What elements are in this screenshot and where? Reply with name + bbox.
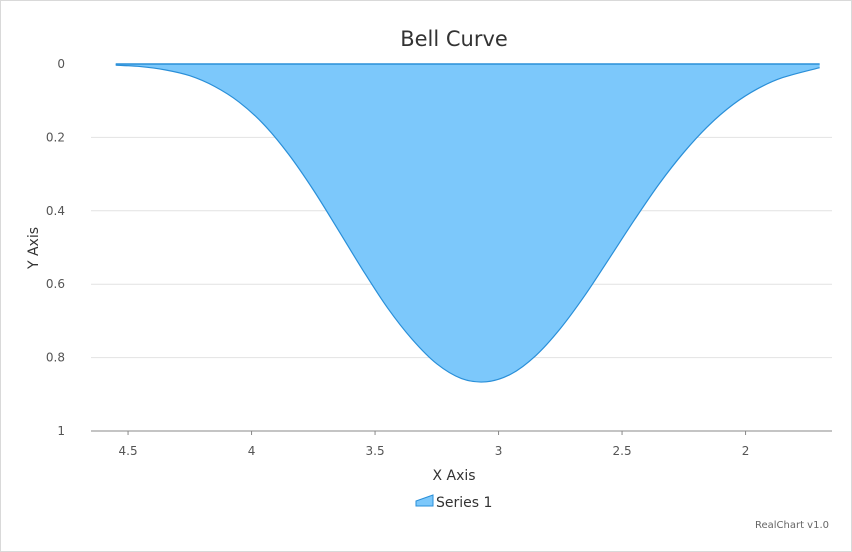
legend-series-1-label: Series 1 — [436, 495, 492, 511]
x-tick-label: 3 — [495, 444, 503, 458]
legend[interactable]: Series 1 — [415, 494, 492, 511]
chart-title: Bell Curve — [400, 27, 508, 51]
y-tick-label: 0 — [57, 57, 65, 71]
x-tick-label: 4.5 — [119, 444, 138, 458]
y-tick-label: 0.8 — [46, 351, 65, 365]
y-tick-label: 0.6 — [46, 277, 65, 291]
legend-area-icon — [415, 494, 434, 507]
x-tick-label: 4 — [248, 444, 256, 458]
y-axis-title: Y Axis — [26, 227, 42, 270]
series-1-line — [115, 64, 820, 383]
x-tick-label: 3.5 — [366, 444, 385, 458]
y-tick-label: 0.2 — [46, 130, 65, 144]
x-axis-ticks: 4.5 4 3.5 3 2.5 2 — [119, 431, 750, 458]
y-axis-ticks: 0 0.2 0.4 0.6 0.8 1 — [46, 57, 65, 438]
y-tick-label: 1 — [57, 424, 65, 438]
x-tick-label: 2.5 — [613, 444, 632, 458]
x-tick-label: 2 — [742, 444, 750, 458]
credit-text: RealChart v1.0 — [755, 520, 829, 531]
x-axis-title: X Axis — [432, 468, 475, 484]
y-tick-label: 0.4 — [46, 204, 65, 218]
series-1-area[interactable] — [115, 64, 820, 383]
series-layer — [115, 63, 820, 383]
